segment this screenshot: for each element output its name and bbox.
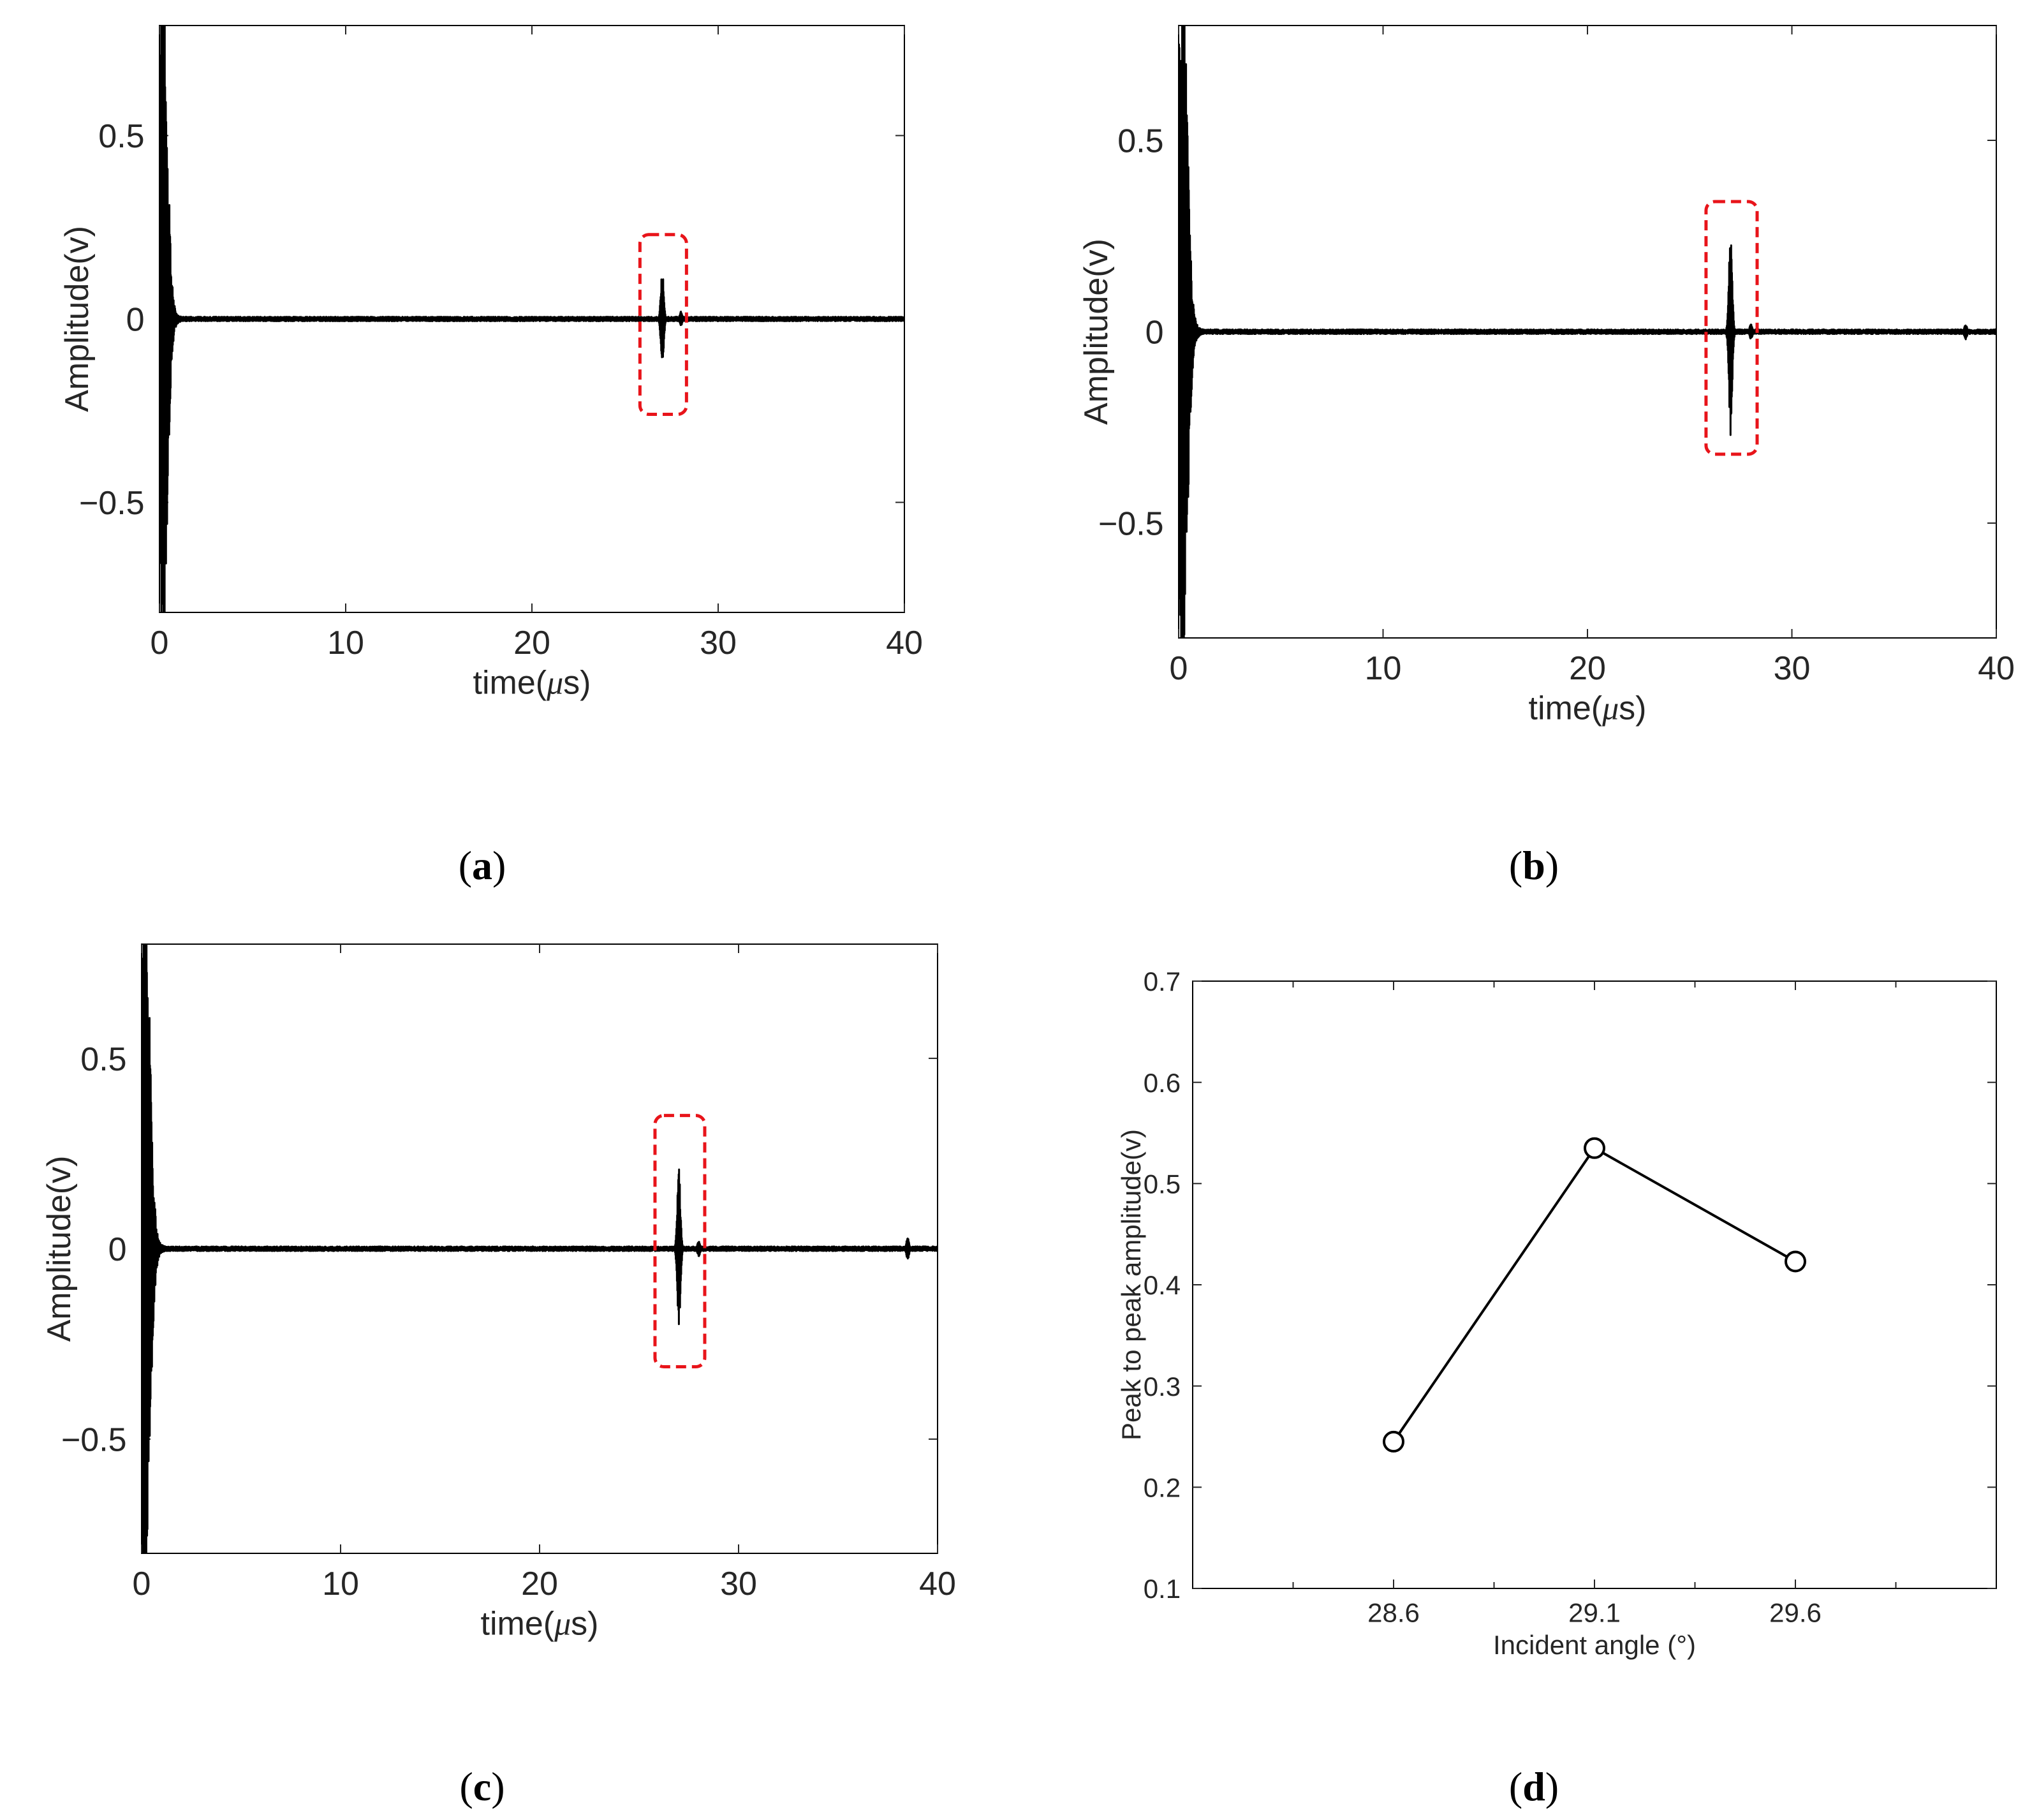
series-line: [1392, 1146, 1796, 1443]
y-tick-label: −0.5: [1098, 506, 1164, 543]
x-tick-label: 40: [886, 625, 923, 662]
x-tick-label: 0: [151, 625, 169, 662]
y-axis-label: Amplitude(v): [59, 226, 96, 412]
x-tick-label: 20: [513, 625, 550, 662]
panel-label: (a): [459, 843, 506, 888]
panel-label: (d): [1509, 1764, 1559, 1809]
x-tick-label: 30: [720, 1565, 757, 1602]
x-axis-label-mu: μ: [1602, 690, 1619, 727]
x-axis-label-suffix: s): [1619, 690, 1646, 727]
x-axis-label: Incident angle (°): [1493, 1630, 1696, 1660]
x-axis-label-mu: μ: [554, 1606, 571, 1642]
chart-d: 28.6 29.1 29.6 0.1 0.2 0.3 0.4 0.5 0.6 0.7 Inciden…: [1116, 966, 1997, 1809]
x-tick-label: 20: [1569, 650, 1606, 687]
panel-label-open: (: [1509, 1764, 1522, 1809]
x-tick-label: 29.6: [1769, 1598, 1822, 1628]
y-tick-label: 0: [108, 1231, 127, 1268]
x-tick-label: 29.1: [1568, 1598, 1621, 1628]
x-axis-label-prefix: time(: [1529, 690, 1603, 727]
x-tick-label: 10: [327, 625, 364, 662]
echo-highlight-box: [1704, 200, 1759, 456]
x-axis-label: time(μs): [473, 664, 591, 701]
x-tick-label: 0: [133, 1565, 151, 1602]
chart-b: 0 10 20 30 40 −0.5 0 0.5 time(μs) Amplitude(v) (b): [1078, 25, 2015, 888]
panel-label-letter: b: [1522, 843, 1545, 888]
panel-label-close: ): [492, 843, 506, 888]
y-axis-label: Peak to peak amplitude(v): [1116, 1129, 1146, 1440]
y-tick-label: 0.2: [1144, 1472, 1181, 1502]
chart-c: 0 10 20 30 40 −0.5 0 0.5 time(μs) Amplitude(v) (c): [41, 943, 956, 1809]
echo-highlight-box: [653, 1114, 707, 1369]
x-tick-label: 30: [1774, 650, 1811, 687]
y-tick-label: 0.5: [80, 1041, 126, 1078]
panel-label-open: (: [459, 843, 472, 888]
x-tick-label: 10: [1365, 650, 1402, 687]
panel-label-letter: c: [473, 1764, 491, 1809]
signal-trace: [159, 26, 904, 612]
y-tick-label: 0: [126, 302, 145, 339]
x-axis-label-prefix: time(: [481, 1605, 555, 1642]
x-tick-label: 40: [919, 1565, 956, 1602]
x-axis-label-suffix: s): [563, 664, 591, 701]
y-tick-label: 0.5: [1117, 123, 1163, 160]
y-tick-label: 0.4: [1144, 1270, 1181, 1300]
y-tick-label: 0.5: [98, 118, 144, 155]
panel-label: (c): [459, 1764, 504, 1809]
x-axis-label-mu: μ: [546, 665, 563, 701]
x-axis-label-suffix: s): [571, 1605, 598, 1642]
x-axis-label: time(μs): [481, 1605, 599, 1642]
x-tick-label: 40: [1978, 650, 2015, 687]
y-tick-label: 0.5: [1144, 1169, 1181, 1199]
panel-label-close: ): [1545, 1764, 1559, 1809]
y-tick-label: 0.7: [1144, 966, 1181, 996]
x-tick-label: 10: [322, 1565, 359, 1602]
y-tick-label: 0.3: [1144, 1372, 1181, 1402]
x-tick-label: 28.6: [1367, 1598, 1420, 1628]
chart-a: 0 10 20 30 40 −0.5 0 0.5 time(μs) Amplitude(v) (a): [59, 25, 923, 888]
panel-label-close: ): [1545, 843, 1559, 888]
y-tick-label: −0.5: [79, 485, 145, 522]
panel-label-open: (: [1509, 843, 1522, 888]
y-tick-label: −0.5: [61, 1422, 127, 1459]
x-axis-label: time(μs): [1529, 690, 1647, 727]
y-tick-label: 0.6: [1144, 1068, 1181, 1098]
x-axis-label-prefix: time(: [473, 664, 547, 701]
panel-label-close: ): [491, 1764, 504, 1809]
data-point: [1584, 1137, 1605, 1159]
y-tick-label: 0.1: [1144, 1574, 1181, 1604]
x-tick-label: 30: [700, 625, 737, 662]
plot-frame: [1192, 980, 1997, 1589]
data-point: [1383, 1430, 1404, 1453]
y-axis-label: Amplitude(v): [41, 1156, 78, 1342]
x-tick-label: 0: [1170, 650, 1188, 687]
panel-label-open: (: [459, 1764, 473, 1809]
y-tick-label: 0: [1145, 314, 1164, 351]
x-tick-label: 20: [521, 1565, 558, 1602]
echo-highlight-box: [638, 233, 688, 416]
panel-label: (b): [1509, 843, 1559, 888]
panel-label-letter: d: [1522, 1764, 1545, 1809]
data-point: [1785, 1250, 1806, 1273]
y-axis-label: Amplitude(v): [1078, 239, 1115, 425]
panel-label-letter: a: [472, 843, 492, 888]
